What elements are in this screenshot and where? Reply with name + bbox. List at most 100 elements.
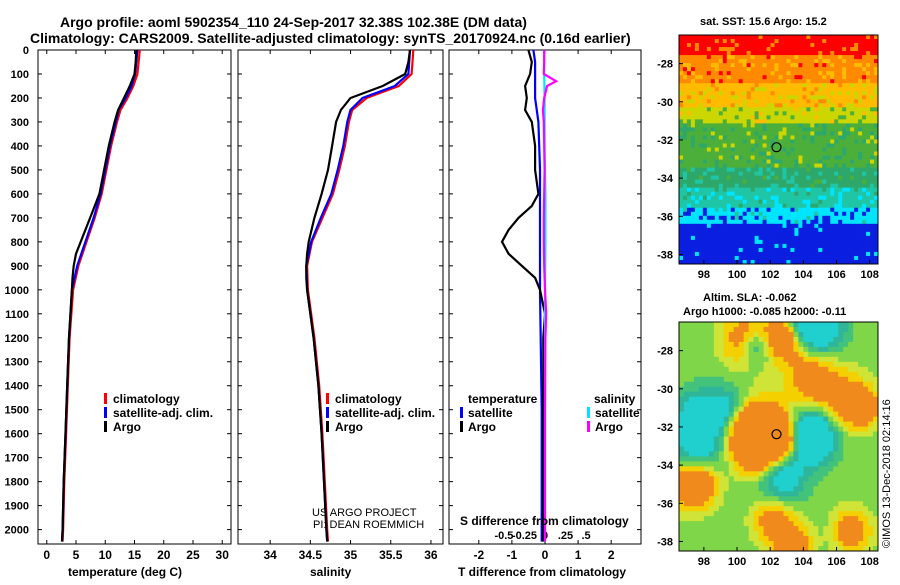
- sst-cell: [870, 204, 874, 208]
- sst-cell: [739, 200, 743, 204]
- sst-cell: [703, 71, 707, 75]
- sst-cell: [810, 111, 814, 115]
- sst-cell: [866, 43, 870, 47]
- sst-cell: [739, 139, 743, 143]
- sst-cell: [782, 172, 786, 176]
- altimetry-cell: [754, 407, 759, 412]
- altimetry-cell: [719, 471, 724, 476]
- altimetry-cell: [779, 516, 784, 521]
- altimetry-cell: [749, 322, 754, 327]
- altimetry-cell: [823, 446, 828, 451]
- sst-cell: [731, 196, 735, 200]
- altimetry-cell: [838, 486, 843, 491]
- sst-cell: [870, 216, 874, 220]
- sst-cell: [715, 156, 719, 160]
- sst-cell: [699, 139, 703, 143]
- altimetry-cell: [774, 461, 779, 466]
- sst-cell: [707, 220, 711, 224]
- sst-cell: [838, 244, 842, 248]
- altimetry-cell: [798, 521, 803, 526]
- altimetry-cell: [689, 342, 694, 347]
- altimetry-cell: [749, 496, 754, 501]
- sst-cell: [763, 55, 767, 59]
- altimetry-cell: [798, 516, 803, 521]
- altimetry-cell: [813, 382, 818, 387]
- altimetry-cell: [764, 377, 769, 382]
- sst-cell: [870, 115, 874, 119]
- altimetry-cell: [798, 461, 803, 466]
- sst-cell: [822, 160, 826, 164]
- altimetry-cell: [818, 332, 823, 337]
- altimetry-cell: [699, 367, 704, 372]
- sst-cell: [711, 252, 715, 256]
- sst-cell: [731, 83, 735, 87]
- sst-cell: [763, 200, 767, 204]
- sst-cell: [830, 228, 834, 232]
- altimetry-cell: [679, 402, 684, 407]
- altimetry-cell: [808, 337, 813, 342]
- sst-cell: [679, 212, 683, 216]
- sst-cell: [850, 216, 854, 220]
- altimetry-cell: [783, 357, 788, 362]
- sst-cell: [846, 200, 850, 204]
- altimetry-cell: [793, 357, 798, 362]
- altimetry-cell: [813, 541, 818, 546]
- altimetry-cell: [729, 486, 734, 491]
- altimetry-cell: [793, 461, 798, 466]
- sst-cell: [830, 47, 834, 51]
- sst-cell: [862, 152, 866, 156]
- altimetry-cell: [803, 496, 808, 501]
- sst-cell: [767, 252, 771, 256]
- altimetry-cell: [724, 422, 729, 427]
- sst-cell: [866, 91, 870, 95]
- sst-cell: [790, 83, 794, 87]
- altimetry-cell: [729, 372, 734, 377]
- altimetry-cell: [853, 397, 858, 402]
- sst-cell: [806, 83, 810, 87]
- sst-cell: [767, 123, 771, 127]
- sst-cell: [830, 184, 834, 188]
- sst-cell: [802, 143, 806, 147]
- sst-cell: [711, 71, 715, 75]
- altimetry-cell: [779, 491, 784, 496]
- sst-cell: [786, 196, 790, 200]
- sst-cell: [735, 192, 739, 196]
- sst-cell: [747, 204, 751, 208]
- sst-cell: [814, 156, 818, 160]
- sst-cell: [775, 75, 779, 79]
- sst-cell: [830, 156, 834, 160]
- sst-cell: [842, 59, 846, 63]
- sst-cell: [830, 87, 834, 91]
- altimetry-cell: [828, 506, 833, 511]
- altimetry-cell: [774, 526, 779, 531]
- sst-cell: [830, 256, 834, 260]
- sst-cell: [711, 248, 715, 252]
- sst-cell: [771, 51, 775, 55]
- sst-cell: [687, 212, 691, 216]
- altimetry-cell: [823, 372, 828, 377]
- sst-cell: [699, 47, 703, 51]
- sst-cell: [834, 252, 838, 256]
- sst-cell: [846, 35, 850, 39]
- sst-cell: [687, 244, 691, 248]
- sst-cell: [735, 63, 739, 67]
- altimetry-cell: [798, 491, 803, 496]
- sst-cell: [798, 156, 802, 160]
- sst-cell: [727, 59, 731, 63]
- altimetry-cell: [863, 481, 868, 486]
- altimetry-cell: [769, 392, 774, 397]
- altimetry-cell: [679, 347, 684, 352]
- sst-cell: [727, 111, 731, 115]
- altimetry-cell: [813, 476, 818, 481]
- sst-cell: [731, 240, 735, 244]
- sst-cell: [751, 83, 755, 87]
- sst-cell: [719, 87, 723, 91]
- sst-cell: [810, 135, 814, 139]
- sst-cell: [743, 164, 747, 168]
- sst-cell: [735, 55, 739, 59]
- sst-cell: [850, 208, 854, 212]
- sst-cell: [695, 139, 699, 143]
- altimetry-cell: [679, 332, 684, 337]
- sst-cell: [759, 204, 763, 208]
- x-tick-label: 35: [344, 548, 358, 562]
